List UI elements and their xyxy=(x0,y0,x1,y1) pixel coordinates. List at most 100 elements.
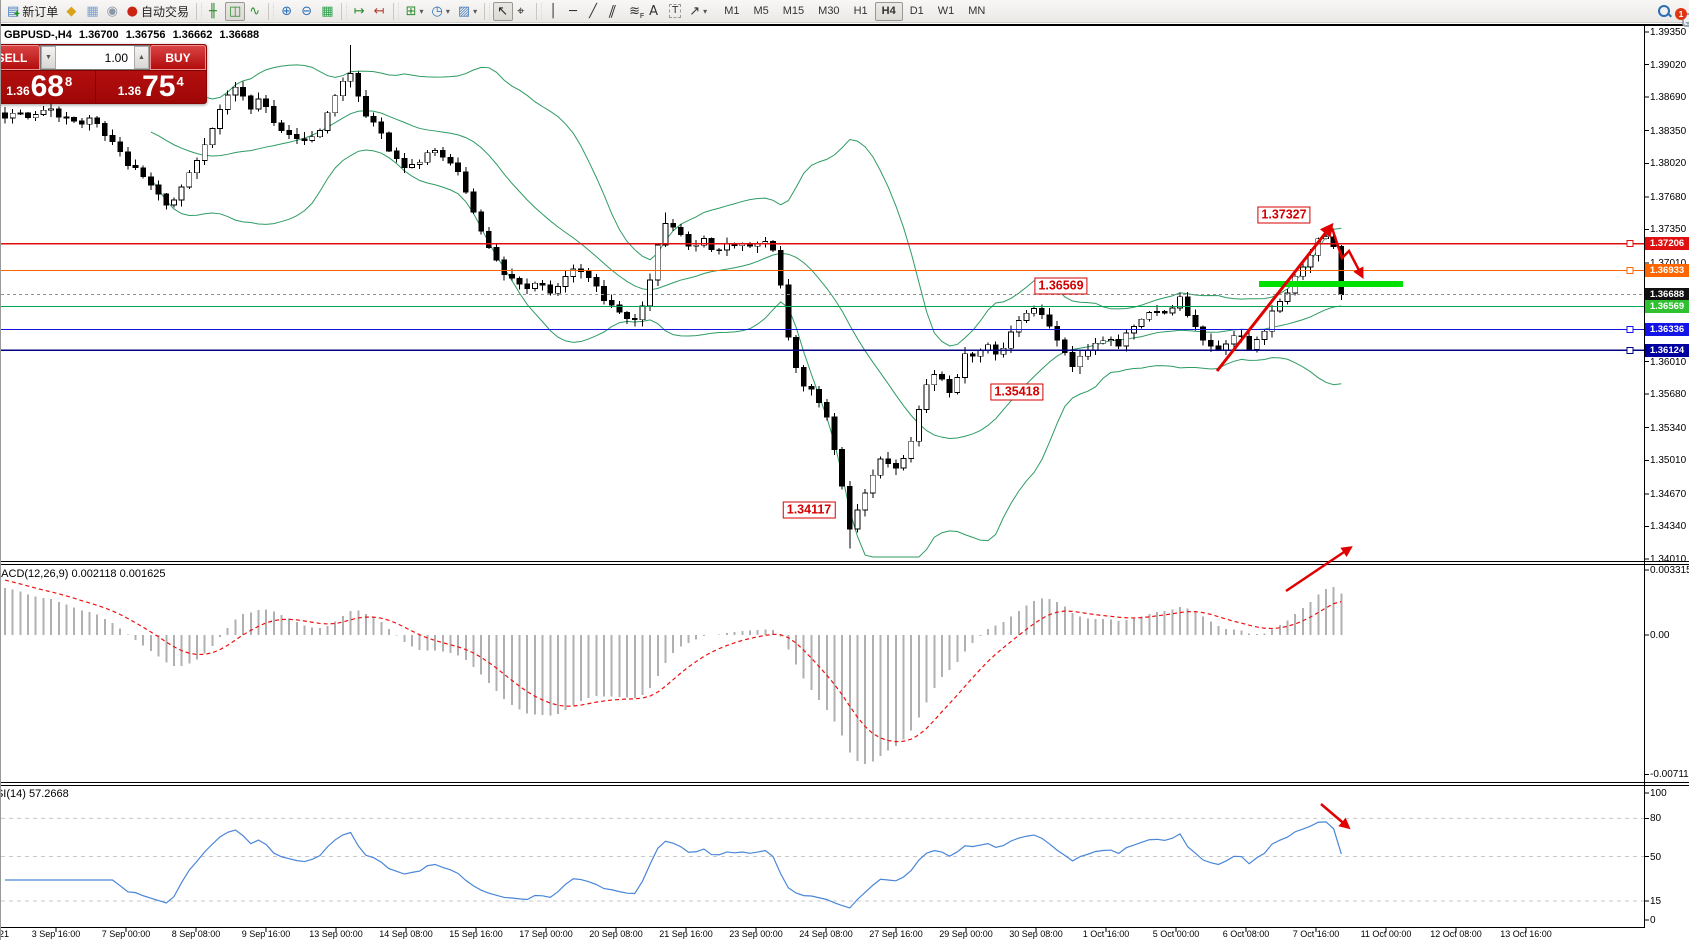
text-button[interactable]: A xyxy=(645,2,665,21)
zoom-out-button[interactable]: ⊖ xyxy=(297,2,317,21)
time-label-8: 17 Sep 00:00 xyxy=(519,929,573,939)
rsi-indicator-header: RSI(14) 57.2668 xyxy=(1,788,69,800)
cursor-icon: ↖ xyxy=(497,3,509,19)
macd-value: 0.002118 xyxy=(71,568,117,580)
cursor-button[interactable]: ↖ xyxy=(493,1,514,21)
volume-increase-button[interactable]: ▲ xyxy=(134,46,149,69)
arrows-icon: ↗ xyxy=(689,3,701,19)
symbol-period-label: GBPUSD-,H4 xyxy=(4,29,72,41)
reversal-down-arrow[interactable] xyxy=(1330,227,1364,279)
templates-button[interactable]: ▨ ▾ xyxy=(454,2,481,21)
fibonacci-button[interactable]: ≋ F xyxy=(625,2,645,21)
green-resistance-bar[interactable] xyxy=(1259,281,1403,287)
search-icon[interactable] xyxy=(1657,4,1672,19)
current-price-line-tag: 1.36688 xyxy=(1645,288,1689,302)
timeframe-m15[interactable]: M15 xyxy=(782,5,805,17)
timeframe-m30[interactable]: M30 xyxy=(818,5,840,17)
high-value: 1.36756 xyxy=(125,29,166,41)
market-watch-icon[interactable]: ▦ xyxy=(82,2,102,21)
vertical-line-button[interactable]: │ xyxy=(545,2,565,21)
volume-input[interactable] xyxy=(56,46,134,69)
price-tick-1.38350: 1.38350 xyxy=(1650,125,1687,137)
timeframe-w1[interactable]: W1 xyxy=(937,5,955,17)
new-chart-button[interactable]: ⊞ ▾ xyxy=(402,2,428,21)
rsi-down-arrow[interactable] xyxy=(1320,803,1351,830)
buy-price-display[interactable]: 1.36 75 4 xyxy=(96,71,207,103)
horizontal-line-button[interactable]: ─ xyxy=(565,2,585,21)
dropdown-caret-icon[interactable]: ▾ xyxy=(703,6,708,16)
channel-icon: ∥ xyxy=(606,3,619,19)
new-order-button[interactable]: ▤ + 新订单 xyxy=(3,2,62,21)
tile-windows-button[interactable]: ▦ xyxy=(317,2,337,21)
crosshair-icon: ⌖ xyxy=(517,3,525,19)
macd-up-arrow[interactable] xyxy=(1285,546,1353,593)
price-label-134117[interactable]: 1.34117 xyxy=(782,501,836,519)
dropdown-caret-icon[interactable]: ▾ xyxy=(473,6,478,16)
timeframe-m1[interactable]: M1 xyxy=(724,5,740,17)
auto-scroll-icon: ↦ xyxy=(353,3,365,19)
auto-scroll-button[interactable]: ↦ xyxy=(350,2,370,21)
periods-icon: ◷ xyxy=(431,3,443,19)
pane-separator-2b[interactable] xyxy=(1,785,1689,786)
timeframe-m5[interactable]: M5 xyxy=(753,5,769,17)
arrows-button[interactable]: ↗ ▾ xyxy=(685,2,711,21)
macd-name: MACD(12,26,9) xyxy=(1,568,69,580)
price-tick-1.35010: 1.35010 xyxy=(1650,455,1687,467)
label-button[interactable]: T xyxy=(665,2,685,21)
chart-window-icon[interactable]: ◆ xyxy=(62,2,82,21)
bar-chart-button[interactable]: ╫ xyxy=(205,2,225,21)
volume-decrease-button[interactable]: ▼ xyxy=(41,46,56,69)
buy-button[interactable]: BUY xyxy=(150,45,206,70)
timeframe-d1[interactable]: D1 xyxy=(909,5,924,17)
periods-button[interactable]: ◷ ▾ xyxy=(427,2,453,21)
dropdown-caret-icon[interactable]: ▾ xyxy=(419,6,424,16)
crosshair-button[interactable]: ⌖ xyxy=(513,2,533,21)
autotrading-button-label: 自动交易 xyxy=(140,4,189,19)
signals-icon[interactable]: ◉ xyxy=(103,2,123,21)
timeframe-toolbar: M1 M5 M15 M30 H1 H4 D1 W1 MN xyxy=(717,1,992,21)
price-tick-1.39020: 1.39020 xyxy=(1650,59,1687,71)
chart-shift-button[interactable]: ↤ xyxy=(370,2,390,21)
resistance-line-136933-handle[interactable] xyxy=(1626,267,1634,275)
support-line-136336-handle[interactable] xyxy=(1626,325,1634,333)
rsi-tick-80: 80 xyxy=(1650,813,1662,825)
time-label-2: 7 Sep 00:00 xyxy=(101,929,151,939)
resistance-line-137206-tag: 1.37206 xyxy=(1645,237,1689,251)
channel-button[interactable]: ∥ xyxy=(605,2,625,21)
timeframe-mn[interactable]: MN xyxy=(968,5,986,17)
time-label-18: 6 Oct 08:00 xyxy=(1222,929,1270,939)
trend-up-arrow[interactable] xyxy=(1215,222,1334,372)
zoom-in-button[interactable]: ⊕ xyxy=(277,2,297,21)
sell-button[interactable]: SELL xyxy=(1,45,40,70)
trendline-button[interactable]: ╱ xyxy=(585,2,605,21)
time-label-13: 27 Sep 16:00 xyxy=(869,929,923,939)
candlestick-chart-button[interactable]: ◫ xyxy=(224,1,246,21)
price-label-136569[interactable]: 1.36569 xyxy=(1034,277,1088,295)
text-icon: A xyxy=(649,3,659,19)
chat-notification-badge: 1 xyxy=(1675,8,1687,20)
dropdown-caret-icon[interactable]: ▾ xyxy=(445,6,450,16)
pane-separator-1b[interactable] xyxy=(1,564,1689,565)
time-label-19: 7 Oct 16:00 xyxy=(1292,929,1340,939)
sell-price-display[interactable]: 1.36 68 8 xyxy=(1,71,96,103)
autotrading-button[interactable]: ● 自动交易 xyxy=(123,2,193,21)
time-label-5: 13 Sep 00:00 xyxy=(309,929,363,939)
pane-separator-1a[interactable] xyxy=(1,561,1689,562)
line-chart-button[interactable]: ∿ xyxy=(245,2,265,21)
candlestick-series xyxy=(2,44,1345,549)
support-line-136124-handle[interactable] xyxy=(1626,346,1634,354)
pane-separator-2a[interactable] xyxy=(1,782,1689,783)
time-label-20: 11 Oct 00:00 xyxy=(1360,929,1412,939)
timeframe-h1[interactable]: H1 xyxy=(853,5,868,17)
price-label-135418[interactable]: 1.35418 xyxy=(990,383,1044,401)
resistance-line-137206-handle[interactable] xyxy=(1626,240,1634,248)
autotrading-icon: ● xyxy=(126,3,138,19)
plus-overlay-icon: + xyxy=(14,8,20,20)
price-label-137327[interactable]: 1.37327 xyxy=(1257,206,1311,224)
templates-icon: ▨ xyxy=(457,3,471,19)
bollinger-bands xyxy=(150,64,1342,558)
timeframe-h4[interactable]: H4 xyxy=(874,1,903,21)
bb-lower-band xyxy=(150,149,1342,558)
